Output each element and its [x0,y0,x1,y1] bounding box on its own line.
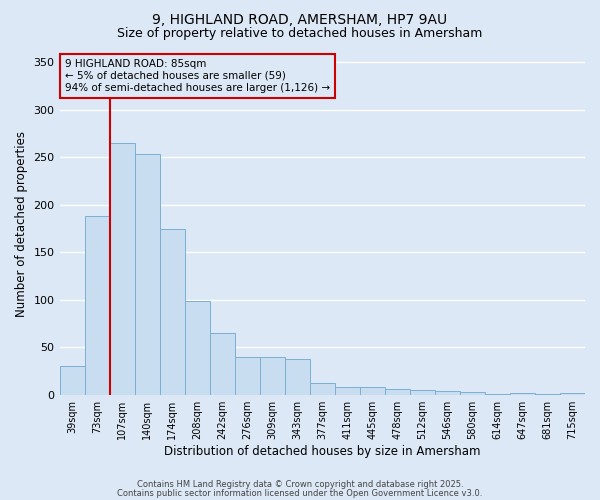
Bar [560,393,585,394]
Bar [185,300,209,394]
Bar [460,392,485,394]
Text: Contains HM Land Registry data © Crown copyright and database right 2025.: Contains HM Land Registry data © Crown c… [137,480,463,489]
Y-axis label: Number of detached properties: Number of detached properties [15,130,28,316]
Bar [360,387,385,394]
Bar [510,393,535,394]
Text: 9, HIGHLAND ROAD, AMERSHAM, HP7 9AU: 9, HIGHLAND ROAD, AMERSHAM, HP7 9AU [152,12,448,26]
Bar [410,390,435,394]
Bar [285,358,310,394]
Bar [209,333,235,394]
Bar [235,356,260,395]
Bar [85,216,110,394]
Bar [260,356,285,395]
Bar [59,366,85,394]
Bar [435,391,460,394]
Bar [335,387,360,394]
X-axis label: Distribution of detached houses by size in Amersham: Distribution of detached houses by size … [164,444,481,458]
Text: 9 HIGHLAND ROAD: 85sqm
← 5% of detached houses are smaller (59)
94% of semi-deta: 9 HIGHLAND ROAD: 85sqm ← 5% of detached … [65,60,330,92]
Text: Contains public sector information licensed under the Open Government Licence v3: Contains public sector information licen… [118,489,482,498]
Bar [160,230,185,394]
Bar [385,389,410,394]
Bar [134,154,160,394]
Text: Size of property relative to detached houses in Amersham: Size of property relative to detached ho… [118,28,482,40]
Bar [110,143,134,395]
Bar [310,384,335,394]
